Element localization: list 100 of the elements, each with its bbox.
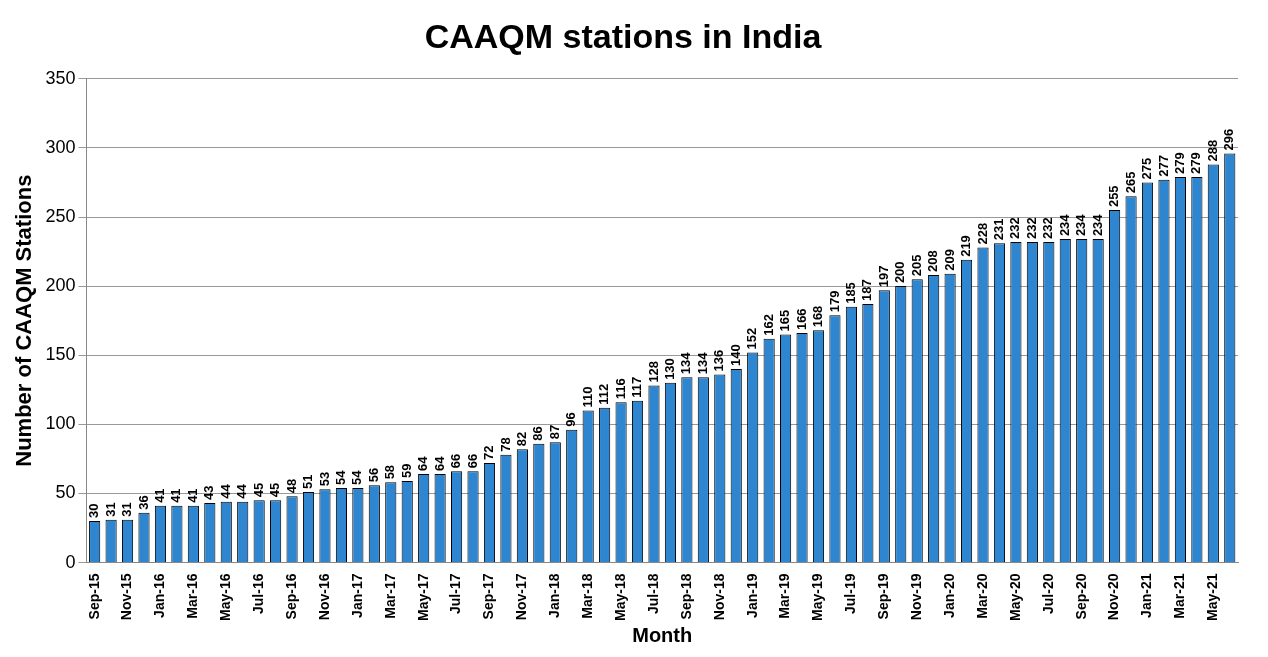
- data-label: 48: [283, 478, 299, 494]
- data-label: 232: [1007, 217, 1023, 239]
- x-tick-label: Jan-18: [546, 573, 563, 618]
- data-label: 162: [760, 313, 776, 336]
- data-label: 265: [1122, 171, 1138, 194]
- x-tick-label: Nov-20: [1105, 573, 1122, 621]
- x-tick-label: Jan-19: [743, 573, 760, 618]
- data-label: 200: [892, 261, 908, 284]
- x-tick-label: Sep-20: [1072, 573, 1089, 620]
- data-label: 152: [744, 327, 760, 350]
- y-tick-label: 50: [55, 482, 76, 503]
- data-label: 96: [563, 412, 579, 427]
- x-tick-label: Jan-17: [348, 573, 365, 618]
- data-label: 166: [793, 308, 809, 331]
- data-label: 44: [217, 483, 233, 499]
- y-axis-title: Number of CAAQM Stations: [11, 174, 37, 467]
- chart-title: CAAQM stations in India: [424, 16, 823, 55]
- data-label: 54: [333, 469, 348, 485]
- data-label: 288: [1204, 139, 1220, 162]
- data-label: 66: [448, 453, 464, 469]
- data-label: 255: [1106, 185, 1122, 208]
- x-tick-label: May-16: [217, 573, 234, 621]
- data-label: 130: [662, 358, 678, 380]
- data-label: 134: [678, 351, 694, 375]
- x-tick-label: Nov-18: [710, 573, 727, 621]
- x-tick-label: Mar-16: [184, 573, 201, 619]
- x-tick-label: Sep-19: [875, 573, 892, 620]
- data-label: 64: [431, 455, 447, 472]
- x-tick-label: Jan-16: [151, 573, 168, 618]
- data-label: 112: [596, 383, 612, 405]
- x-tick-label: Jul-20: [1039, 573, 1056, 614]
- x-tick-label: Mar-18: [579, 573, 596, 619]
- x-tick-label: Nov-19: [908, 573, 925, 621]
- data-label: 54: [349, 469, 365, 485]
- data-label: 134: [694, 351, 710, 375]
- data-label: 72: [481, 445, 497, 461]
- x-tick-label: Nov-16: [315, 573, 332, 621]
- x-tick-label: Mar-19: [776, 573, 793, 619]
- x-tick-label: Jan-20: [940, 573, 957, 618]
- x-tick-label: May-21: [1204, 573, 1221, 621]
- data-label: 78: [497, 437, 513, 452]
- x-tick-label: Sep-18: [677, 573, 694, 620]
- data-label: 205: [908, 254, 924, 277]
- data-label: 59: [398, 463, 414, 478]
- data-label: 56: [365, 467, 381, 483]
- x-tick-label: Jul-19: [842, 573, 859, 614]
- data-label: 44: [234, 483, 250, 499]
- data-label: 168: [810, 305, 826, 328]
- data-label: 36: [135, 495, 151, 510]
- data-label: 41: [184, 488, 200, 503]
- data-label: 66: [464, 453, 480, 469]
- data-label: 87: [546, 424, 562, 440]
- data-label: 41: [168, 488, 184, 503]
- data-label: 43: [201, 485, 217, 501]
- y-tick-label: 250: [45, 205, 76, 226]
- x-tick-label: Nov-17: [513, 573, 530, 621]
- data-label: 82: [513, 431, 529, 447]
- y-tick-label: 350: [45, 67, 76, 88]
- x-tick-label: Jul-16: [250, 573, 267, 614]
- x-tick-label: Sep-17: [480, 573, 497, 620]
- data-label: 116: [612, 378, 628, 400]
- y-tick-label: 300: [45, 136, 76, 157]
- data-label: 30: [86, 503, 102, 519]
- data-label: 209: [941, 248, 957, 271]
- x-tick-label: Mar-20: [973, 573, 990, 619]
- data-label: 45: [267, 482, 283, 498]
- data-label: 277: [1155, 154, 1171, 177]
- data-label: 279: [1188, 152, 1204, 174]
- data-label: 179: [826, 290, 842, 313]
- data-label: 51: [300, 474, 316, 490]
- data-label: 279: [1172, 152, 1187, 174]
- x-tick-label: Jan-21: [1138, 573, 1155, 618]
- x-tick-label: May-17: [414, 573, 431, 621]
- data-label: 140: [727, 344, 743, 367]
- y-tick-label: 100: [45, 413, 76, 434]
- data-label: 136: [711, 349, 727, 372]
- x-tick-label: Jul-18: [644, 573, 661, 614]
- x-tick-label: May-18: [611, 573, 628, 621]
- data-label: 45: [250, 482, 266, 498]
- data-label: 197: [875, 265, 891, 288]
- data-label: 231: [991, 218, 1007, 241]
- data-label: 110: [579, 386, 595, 408]
- data-label: 31: [102, 502, 118, 517]
- y-tick-label: 200: [45, 275, 76, 296]
- data-label: 234: [1056, 213, 1072, 237]
- data-label: 86: [530, 426, 546, 441]
- data-label: 187: [859, 279, 875, 302]
- data-label: 58: [382, 464, 398, 480]
- data-label: 208: [925, 250, 941, 273]
- x-tick-label: May-19: [809, 573, 826, 621]
- data-label: 31: [119, 502, 135, 517]
- data-label: 275: [1139, 157, 1155, 180]
- data-label: 234: [1089, 213, 1105, 237]
- y-tick-label: 0: [65, 551, 76, 572]
- x-tick-label: Sep-16: [282, 573, 299, 620]
- x-tick-label: Mar-21: [1171, 573, 1188, 619]
- data-label: 234: [1073, 213, 1089, 237]
- data-label: 117: [629, 376, 645, 398]
- data-label: 41: [152, 488, 168, 503]
- data-label: 128: [645, 360, 661, 383]
